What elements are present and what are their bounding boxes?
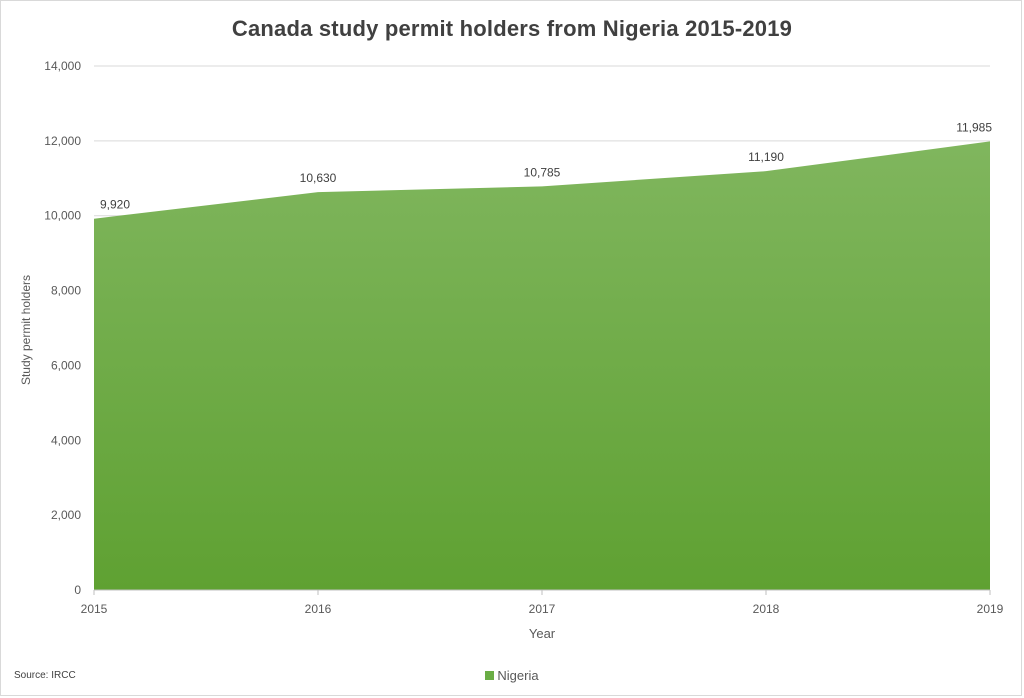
data-label: 10,785: [524, 165, 561, 179]
data-label: 10,630: [300, 171, 337, 185]
y-tick-label: 12,000: [44, 134, 81, 148]
x-tick-label: 2017: [529, 602, 556, 616]
data-label: 9,920: [100, 198, 130, 212]
x-tick-label: 2015: [81, 602, 108, 616]
y-axis-title: Study permit holders: [19, 275, 33, 385]
y-tick-label: 14,000: [44, 59, 81, 73]
y-tick-label: 10,000: [44, 209, 81, 223]
legend: Nigeria: [0, 668, 1024, 683]
legend-label: Nigeria: [497, 668, 539, 683]
y-tick-label: 4,000: [51, 433, 81, 447]
x-tick-label: 2019: [977, 602, 1004, 616]
x-tick-label: 2018: [753, 602, 780, 616]
data-label: 11,985: [956, 120, 992, 134]
series-area-nigeria: [94, 141, 990, 590]
y-tick-label: 6,000: [51, 358, 81, 372]
y-tick-label: 2,000: [51, 508, 81, 522]
x-tick-label: 2016: [305, 602, 332, 616]
data-label: 11,190: [748, 150, 784, 164]
y-tick-label: 0: [74, 583, 81, 597]
y-tick-label: 8,000: [51, 284, 81, 298]
source-note: Source: IRCC: [14, 670, 76, 681]
x-axis-title: Year: [529, 626, 556, 641]
chart-title: Canada study permit holders from Nigeria…: [231, 16, 793, 41]
legend-swatch: [485, 671, 495, 680]
